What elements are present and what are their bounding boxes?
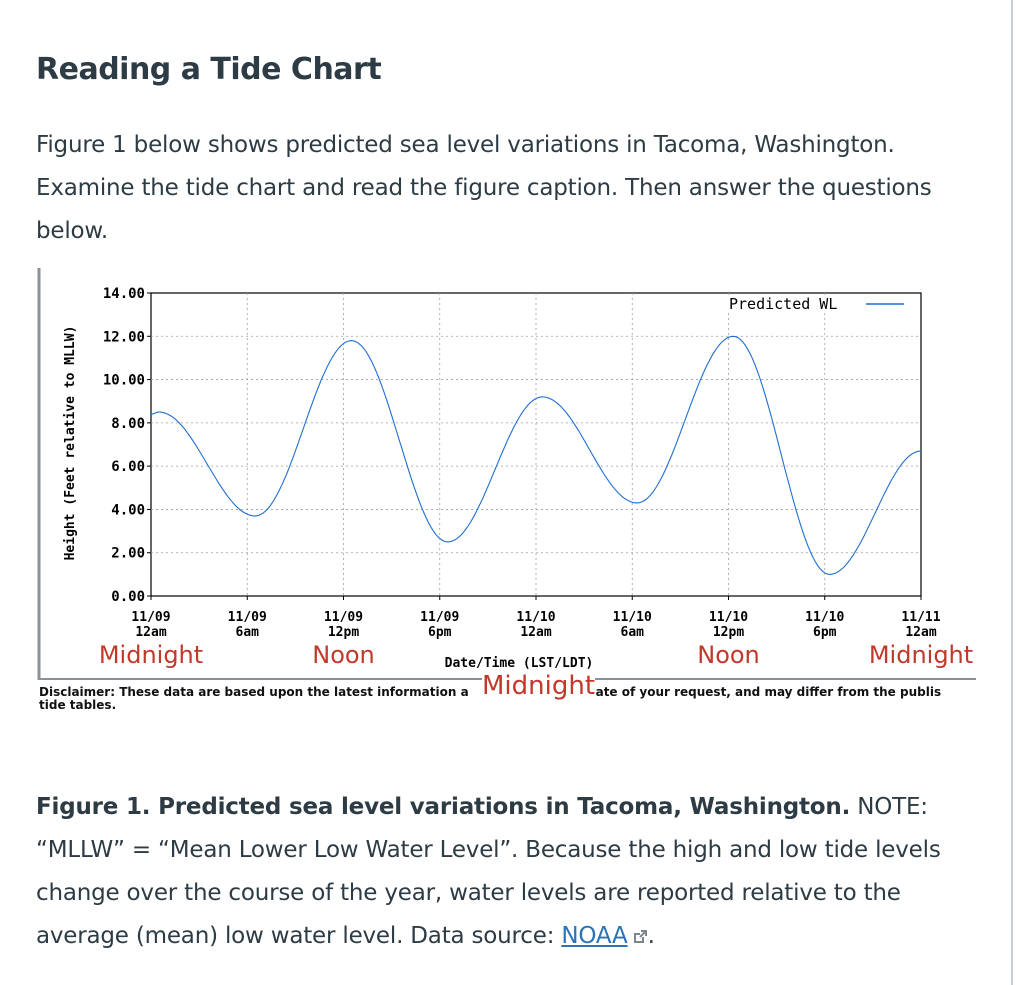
annotation-midnight: Midnight: [869, 641, 973, 669]
grid-lines: [147, 292, 922, 600]
intro-paragraph: Figure 1 below shows predicted sea level…: [36, 132, 932, 244]
tide-chart-figure: 0.00 2.00 4.00 6.00 8.00 10.00 12.00 14.00 11/0…: [36, 268, 976, 718]
y-tick-label: 10.00: [103, 373, 145, 389]
annotation-noon: Noon: [697, 641, 760, 669]
y-tick-label: 4.00: [111, 502, 145, 518]
x-tick-label-time: 6am: [236, 625, 260, 640]
y-tick-labels: 0.00 2.00 4.00 6.00 8.00 10.00 12.00 14.00: [103, 286, 145, 605]
x-tick-labels: 11/0912am11/096am11/0912pm11/096pm11/101…: [131, 610, 940, 640]
disclaimer-line2: tide tables.: [39, 698, 117, 712]
time-annotations: Midnight Noon Noon Midnight: [99, 641, 973, 669]
y-tick-label: 2.00: [111, 546, 145, 562]
y-tick-label: 6.00: [111, 459, 145, 475]
x-tick-label-date: 11/10: [805, 610, 844, 625]
disclaimer-tail: e date of your request, and may differ f…: [574, 685, 942, 699]
annotation-noon: Noon: [312, 641, 375, 669]
x-tick-label-date: 11/11: [901, 610, 940, 625]
x-tick-label-time: 12am: [905, 625, 936, 640]
x-axis-label: Date/Time (LST/LDT): [445, 656, 594, 671]
tide-chart: 0.00 2.00 4.00 6.00 8.00 10.00 12.00 14.00 11/0…: [37, 268, 976, 680]
x-tick-label-time: 12am: [135, 625, 166, 640]
disclaimer-head: Disclaimer: These data are based upon th…: [39, 685, 469, 699]
x-tick-label-date: 11/09: [324, 610, 363, 625]
x-tick-label-date: 11/09: [420, 610, 459, 625]
x-tick-label-time: 6am: [621, 625, 645, 640]
x-tick-label-date: 11/09: [131, 610, 170, 625]
page-title: Reading a Tide Chart: [36, 52, 382, 87]
x-tick-label-time: 12pm: [713, 625, 744, 640]
x-tick-label-date: 11/10: [613, 610, 652, 625]
x-tick-label-date: 11/10: [516, 610, 555, 625]
series-line-predicted-wl: [151, 335, 922, 575]
external-link-icon[interactable]: [632, 929, 648, 945]
x-tick-label-time: 12pm: [328, 625, 359, 640]
y-tick-label: 12.00: [103, 329, 145, 345]
legend-background: [726, 295, 886, 313]
disclaimer-text: Disclaimer: These data are based upon th…: [39, 686, 969, 712]
caption-end: .: [647, 923, 655, 949]
x-tick-label-time: 6pm: [813, 625, 837, 640]
y-axis-label: Height (Feet relative to MLLW): [63, 326, 78, 561]
caption-heading: Figure 1. Predicted sea level variations…: [36, 794, 851, 820]
y-tick-label: 14.00: [103, 286, 145, 302]
x-tick-label-date: 11/09: [228, 610, 267, 625]
chart-legend: Predicted WL: [726, 295, 904, 313]
noaa-link[interactable]: NOAA: [561, 923, 628, 949]
figure-caption: Figure 1. Predicted sea level variations…: [36, 786, 996, 958]
annotation-midnight: Midnight: [99, 641, 203, 669]
right-border: [1011, 0, 1013, 985]
legend-label: Predicted WL: [729, 295, 837, 313]
x-tick-label-time: 12am: [520, 625, 551, 640]
y-tick-label: 8.00: [111, 416, 145, 432]
caption-body: NOTE: “MLLW” = “Mean Lower Low Water Lev…: [36, 794, 941, 949]
y-tick-label: 0.00: [111, 589, 145, 605]
x-tick-label-date: 11/10: [709, 610, 748, 625]
x-tick-label-time: 6pm: [428, 625, 452, 640]
annotation-midnight-overlay: Midnight: [482, 671, 596, 701]
